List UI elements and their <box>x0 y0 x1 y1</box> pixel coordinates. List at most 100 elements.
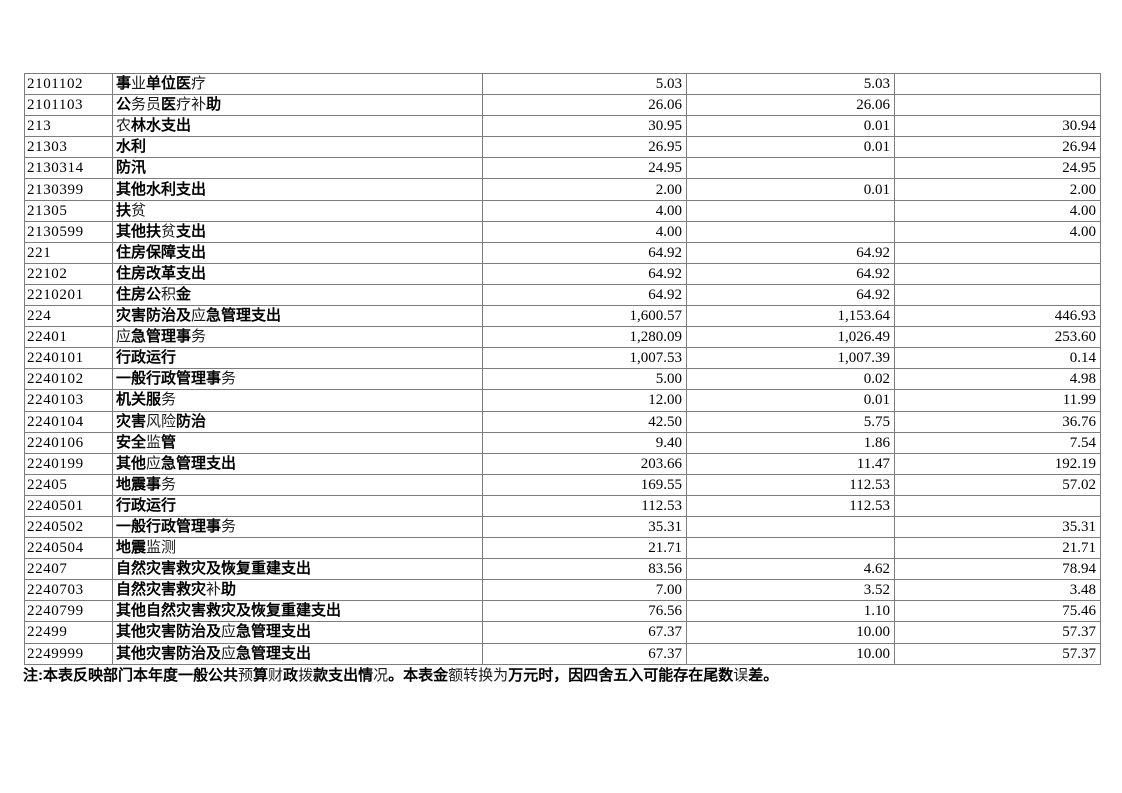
row-basic-amount-cell: 1,007.39 <box>686 347 895 370</box>
table-row: 2210201 住房公积金 64.92 64.92 <box>24 283 1101 307</box>
table-row: 2240106 安全监管 9.40 1.86 7.54 <box>24 431 1101 454</box>
row-basic-amount-cell: 0.01 <box>686 178 895 201</box>
row-code-cell: 2240103 <box>24 389 113 412</box>
row-total-amount-cell: 1,600.57 <box>482 305 687 328</box>
row-name-cell: 自然灾害救灾及恢复重建支出 <box>112 558 483 581</box>
row-name-cell: 灾害防治及应急管理支出 <box>112 305 483 328</box>
row-name-cell: 其他水利支出 <box>112 178 483 201</box>
row-remaining-amount-cell: 35.31 <box>894 515 1101 539</box>
row-basic-amount-cell: 3.52 <box>686 579 895 602</box>
table-row: 2240504 地震监测 21.71 21.71 <box>24 537 1101 560</box>
row-code-cell: 2130314 <box>24 157 113 180</box>
row-name-cell: 安全监管 <box>112 431 483 454</box>
row-remaining-amount-cell: 7.54 <box>894 431 1101 454</box>
row-name-cell: 应急管理事务 <box>112 326 483 349</box>
table-row: 22407 自然灾害救灾及恢复重建支出 83.56 4.62 78.94 <box>24 558 1101 581</box>
row-basic-amount-cell <box>686 199 895 222</box>
row-total-amount-cell: 21.71 <box>482 537 687 560</box>
row-code-cell: 2240502 <box>24 515 113 539</box>
table-row: 2240502 一般行政管理事务 35.31 35.31 <box>24 515 1101 539</box>
row-name-cell: 行政运行 <box>112 494 483 517</box>
row-name-cell: 事业单位医疗 <box>112 72 483 96</box>
row-code-cell: 2101102 <box>24 72 113 96</box>
row-basic-amount-cell: 1.86 <box>686 431 895 454</box>
row-remaining-amount-cell: 192.19 <box>894 452 1101 475</box>
row-remaining-amount-cell: 4.00 <box>894 199 1101 222</box>
table-row: 22401 应急管理事务 1,280.09 1,026.49 253.60 <box>24 326 1101 349</box>
row-name-cell: 扶贫 <box>112 199 483 222</box>
row-name-cell: 住房公积金 <box>112 283 483 307</box>
row-code-cell: 22499 <box>24 621 113 644</box>
row-basic-amount-cell: 5.03 <box>686 72 895 96</box>
footnote: 注:本表反映部门本年度一般公共预算财政拨款支出情况。本表金额转换为万元时，因四舍… <box>23 667 779 684</box>
row-name-cell: 其他自然灾害救灾及恢复重建支出 <box>112 600 483 623</box>
row-basic-amount-cell: 5.75 <box>686 410 895 433</box>
row-remaining-amount-cell: 26.94 <box>894 136 1101 159</box>
row-name-cell: 防汛 <box>112 157 483 180</box>
table-row: 2240501 行政运行 112.53 112.53 <box>24 494 1101 517</box>
row-name-cell: 地震监测 <box>112 537 483 560</box>
row-remaining-amount-cell <box>894 72 1101 96</box>
row-remaining-amount-cell: 3.48 <box>894 579 1101 602</box>
row-code-cell: 2240504 <box>24 537 113 560</box>
row-name-cell: 其他灾害防治及应急管理支出 <box>112 642 483 665</box>
table-row: 2249999 其他灾害防治及应急管理支出 67.37 10.00 57.37 <box>24 642 1101 665</box>
row-code-cell: 21305 <box>24 199 113 222</box>
row-total-amount-cell: 4.00 <box>482 220 687 243</box>
row-total-amount-cell: 42.50 <box>482 410 687 433</box>
row-total-amount-cell: 203.66 <box>482 452 687 475</box>
row-remaining-amount-cell: 2.00 <box>894 178 1101 201</box>
table-row: 21303 水利 26.95 0.01 26.94 <box>24 136 1101 159</box>
row-code-cell: 2130399 <box>24 178 113 201</box>
row-remaining-amount-cell: 75.46 <box>894 600 1101 623</box>
row-total-amount-cell: 5.03 <box>482 72 687 96</box>
row-total-amount-cell: 24.95 <box>482 157 687 180</box>
row-code-cell: 2240102 <box>24 368 113 391</box>
row-total-amount-cell: 64.92 <box>482 283 687 307</box>
row-remaining-amount-cell <box>894 241 1101 264</box>
row-total-amount-cell: 26.06 <box>482 94 687 117</box>
row-basic-amount-cell: 10.00 <box>686 642 895 665</box>
row-code-cell: 22407 <box>24 558 113 581</box>
row-basic-amount-cell: 4.62 <box>686 558 895 581</box>
row-name-cell: 农林水支出 <box>112 115 483 138</box>
row-remaining-amount-cell <box>894 262 1101 285</box>
row-remaining-amount-cell: 24.95 <box>894 157 1101 180</box>
row-code-cell: 2240101 <box>24 347 113 370</box>
table-body: 2101102 事业单位医疗 5.03 5.03 2101103 公务员医疗补助… <box>24 72 1101 665</box>
row-total-amount-cell: 67.37 <box>482 621 687 644</box>
row-total-amount-cell: 30.95 <box>482 115 687 138</box>
row-remaining-amount-cell: 253.60 <box>894 326 1101 349</box>
table-row: 2240102 一般行政管理事务 5.00 0.02 4.98 <box>24 368 1101 391</box>
row-basic-amount-cell: 1,153.64 <box>686 305 895 328</box>
row-total-amount-cell: 64.92 <box>482 241 687 264</box>
table-row: 2130314 防汛 24.95 24.95 <box>24 157 1101 180</box>
row-total-amount-cell: 9.40 <box>482 431 687 454</box>
row-total-amount-cell: 112.53 <box>482 494 687 517</box>
row-remaining-amount-cell: 36.76 <box>894 410 1101 433</box>
row-total-amount-cell: 76.56 <box>482 600 687 623</box>
table-row: 2240703 自然灾害救灾补助 7.00 3.52 3.48 <box>24 579 1101 602</box>
row-total-amount-cell: 5.00 <box>482 368 687 391</box>
table-row: 221 住房保障支出 64.92 64.92 <box>24 241 1101 264</box>
row-basic-amount-cell <box>686 157 895 180</box>
row-total-amount-cell: 64.92 <box>482 262 687 285</box>
row-code-cell: 21303 <box>24 136 113 159</box>
row-remaining-amount-cell <box>894 94 1101 117</box>
row-code-cell: 22102 <box>24 262 113 285</box>
table-row: 2240103 机关服务 12.00 0.01 11.99 <box>24 389 1101 412</box>
row-code-cell: 2101103 <box>24 94 113 117</box>
row-remaining-amount-cell: 57.37 <box>894 621 1101 644</box>
row-basic-amount-cell <box>686 220 895 243</box>
row-remaining-amount-cell: 57.37 <box>894 642 1101 665</box>
row-code-cell: 221 <box>24 241 113 264</box>
row-code-cell: 22405 <box>24 473 113 496</box>
row-name-cell: 水利 <box>112 136 483 159</box>
row-basic-amount-cell: 64.92 <box>686 241 895 264</box>
row-remaining-amount-cell: 0.14 <box>894 347 1101 370</box>
row-code-cell: 2130599 <box>24 220 113 243</box>
table-row: 2130599 其他扶贫支出 4.00 4.00 <box>24 220 1101 243</box>
row-total-amount-cell: 1,280.09 <box>482 326 687 349</box>
row-remaining-amount-cell: 78.94 <box>894 558 1101 581</box>
